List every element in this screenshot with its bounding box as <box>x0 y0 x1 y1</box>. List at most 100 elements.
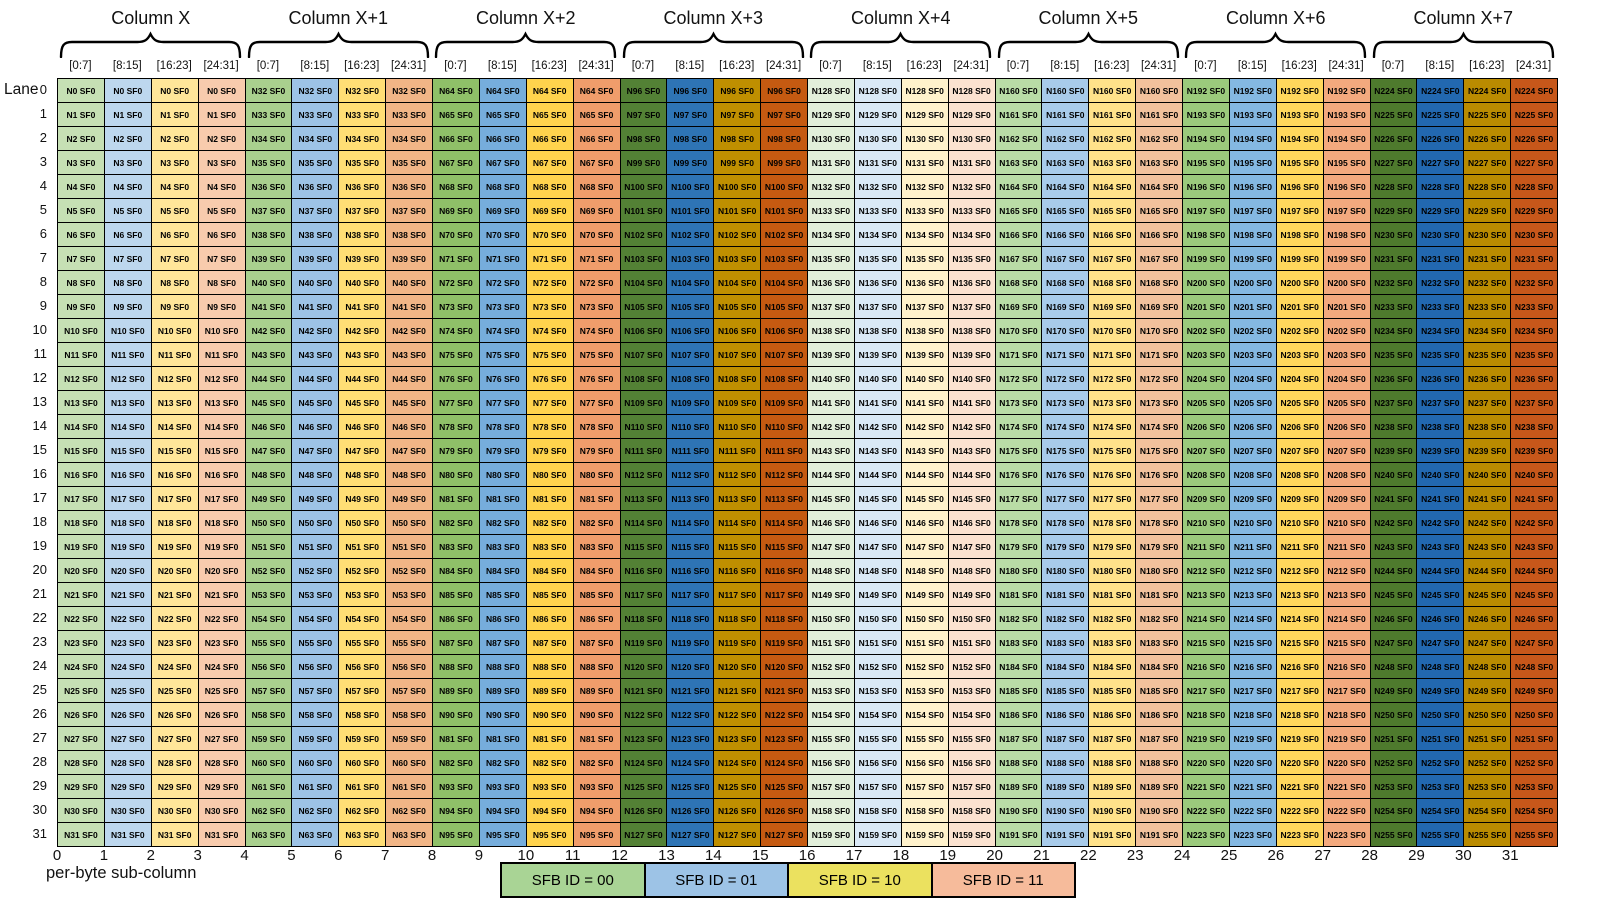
grid-cell: N153 SF0 <box>854 679 902 703</box>
grid-cell: N215 SF0 <box>1229 631 1277 655</box>
grid-cell: N209 SF0 <box>1229 487 1277 511</box>
grid-cell: N119 SF0 <box>761 631 808 655</box>
subcolumn-number: 25 <box>1220 847 1238 864</box>
grid-cell: N118 SF0 <box>714 607 762 631</box>
grid-cell: N121 SF0 <box>714 679 762 703</box>
grid-cell: N107 SF0 <box>761 343 808 367</box>
grid-cell: N245 SF0 <box>1370 583 1418 607</box>
grid-cell: N192 SF0 <box>1323 79 1371 103</box>
grid-cell: N33 SF0 <box>339 103 387 127</box>
grid-cell: N51 SF0 <box>245 535 293 559</box>
grid-cell: N136 SF0 <box>948 271 996 295</box>
grid-cell: N185 SF0 <box>1136 679 1183 703</box>
grid-cell: N14 SF0 <box>151 415 199 439</box>
grid-cell: N61 SF0 <box>386 775 433 799</box>
grid-cell: N29 SF0 <box>198 775 246 799</box>
grid-cell: N45 SF0 <box>386 391 433 415</box>
grid-cell: N183 SF0 <box>1089 631 1137 655</box>
grid-cell: N235 SF0 <box>1370 343 1418 367</box>
grid-cell: N161 SF0 <box>995 103 1043 127</box>
grid-cell: N129 SF0 <box>901 103 949 127</box>
grid-cell: N254 SF0 <box>1370 799 1418 823</box>
grid-cell: N158 SF0 <box>948 799 996 823</box>
grid-cell: N12 SF0 <box>58 367 105 391</box>
grid-cell: N124 SF0 <box>714 751 762 775</box>
grid-cell: N190 SF0 <box>1089 799 1137 823</box>
grid-cell: N137 SF0 <box>854 295 902 319</box>
grid-cell: N90 SF0 <box>479 703 527 727</box>
grid-cell: N237 SF0 <box>1464 391 1512 415</box>
grid-cell: N59 SF0 <box>245 727 293 751</box>
grid-cell: N164 SF0 <box>1089 175 1137 199</box>
lane-label: 5 <box>39 202 47 217</box>
grid-cell: N134 SF0 <box>854 223 902 247</box>
grid-cell: N200 SF0 <box>1183 271 1230 295</box>
grid-cell: N216 SF0 <box>1229 655 1277 679</box>
grid-cell: N114 SF0 <box>761 511 808 535</box>
grid-cell: N213 SF0 <box>1183 583 1230 607</box>
grid-cell: N48 SF0 <box>245 463 293 487</box>
grid-cell: N209 SF0 <box>1183 487 1230 511</box>
grid-cell: N135 SF0 <box>808 247 855 271</box>
grid-cell: N226 SF0 <box>1370 127 1418 151</box>
legend-item: SFB ID = 10 <box>789 864 931 896</box>
grid-cell: N97 SF0 <box>667 103 715 127</box>
subcolumn-number: 29 <box>1408 847 1425 864</box>
grid-cell: N24 SF0 <box>198 655 246 679</box>
grid-cell: N206 SF0 <box>1323 415 1371 439</box>
grid-cell: N176 SF0 <box>1136 463 1183 487</box>
grid-cell: N139 SF0 <box>808 343 855 367</box>
legend-label: SFB ID = 11 <box>962 871 1044 889</box>
grid-cell: N156 SF0 <box>948 751 996 775</box>
grid-cell: N229 SF0 <box>1464 199 1512 223</box>
grid-cell: N233 SF0 <box>1464 295 1512 319</box>
grid-cell: N86 SF0 <box>526 607 574 631</box>
grid-cell: N109 SF0 <box>667 391 715 415</box>
grid-cell: N39 SF0 <box>386 247 433 271</box>
grid-cell: N34 SF0 <box>292 127 340 151</box>
grid-cell: N64 SF0 <box>479 79 527 103</box>
grid-cell: N57 SF0 <box>386 679 433 703</box>
grid-cell: N129 SF0 <box>948 103 996 127</box>
grid-cell: N170 SF0 <box>1089 319 1137 343</box>
grid-cell: N75 SF0 <box>526 343 574 367</box>
grid-cell: N204 SF0 <box>1183 367 1230 391</box>
grid-cell: N82 SF0 <box>526 751 574 775</box>
grid-cell: N9 SF0 <box>58 295 105 319</box>
curly-brace-icon <box>997 31 1180 63</box>
grid-cell: N40 SF0 <box>339 271 387 295</box>
grid-cell: N12 SF0 <box>104 367 152 391</box>
grid-cell: N90 SF0 <box>573 703 621 727</box>
subcolumn-number: 13 <box>658 847 675 864</box>
grid-cell: N56 SF0 <box>245 655 293 679</box>
grid-cell: N105 SF0 <box>761 295 808 319</box>
grid-cell: N166 SF0 <box>1042 223 1090 247</box>
grid-cell: N83 SF0 <box>479 535 527 559</box>
grid-cell: N145 SF0 <box>854 487 902 511</box>
grid-cell: N243 SF0 <box>1511 535 1558 559</box>
grid-cell: N53 SF0 <box>292 583 340 607</box>
grid-cell: N145 SF0 <box>901 487 949 511</box>
column-header: Column X+4 <box>850 8 951 28</box>
grid-cell: N6 SF0 <box>151 223 199 247</box>
grid-cell: N83 SF0 <box>526 535 574 559</box>
grid-cell: N47 SF0 <box>386 439 433 463</box>
byte-range-label: [0:7] <box>444 60 467 72</box>
grid-cell: N9 SF0 <box>104 295 152 319</box>
grid-cell: N68 SF0 <box>433 175 480 199</box>
grid-cell: N235 SF0 <box>1417 343 1465 367</box>
grid-cell: N78 SF0 <box>573 415 621 439</box>
grid-cell: N78 SF0 <box>479 415 527 439</box>
grid-cell: N191 SF0 <box>1136 823 1183 847</box>
grid-cell: N123 SF0 <box>620 727 668 751</box>
grid-cell: N224 SF0 <box>1370 79 1418 103</box>
byte-range-label: [16:23] <box>1469 60 1505 72</box>
grid-cell: N207 SF0 <box>1323 439 1371 463</box>
grid-cell: N85 SF0 <box>479 583 527 607</box>
grid-cell: N66 SF0 <box>526 127 574 151</box>
grid-cell: N125 SF0 <box>761 775 808 799</box>
grid-cell: N108 SF0 <box>761 367 808 391</box>
grid-cell: N159 SF0 <box>808 823 855 847</box>
grid-cell: N60 SF0 <box>292 751 340 775</box>
grid-cell: N206 SF0 <box>1276 415 1324 439</box>
